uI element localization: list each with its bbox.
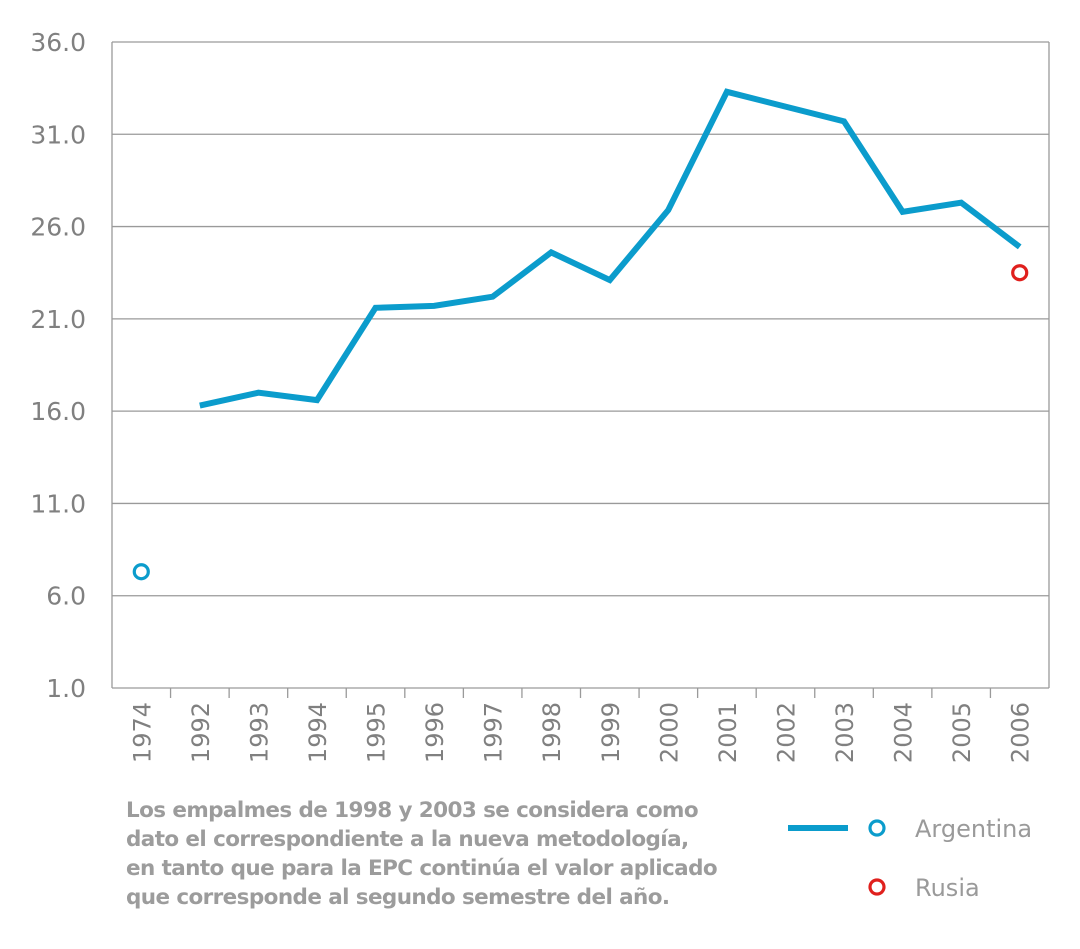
legend-marker <box>868 819 886 837</box>
y-tick-label: 16.0 <box>30 397 86 426</box>
y-tick-label: 31.0 <box>30 120 86 149</box>
series-line-argentina <box>199 88 1022 409</box>
y-tick-label: 26.0 <box>30 213 86 242</box>
note-line: dato el correspondiente a la nueva metod… <box>126 827 689 852</box>
note-line: que corresponde al segundo semestre del … <box>126 885 670 910</box>
x-tick-label: 1995 <box>363 702 391 763</box>
x-tick-label: 2004 <box>890 702 918 763</box>
y-axis-tick-labels: 36.0 31.0 26.0 21.0 16.0 11.0 6.0 1.0 <box>30 28 86 703</box>
x-tick-label: 2003 <box>831 702 859 763</box>
marker-rusia <box>1011 264 1029 282</box>
legend: Argentina Rusia <box>788 815 1032 902</box>
y-tick-label: 21.0 <box>30 305 86 334</box>
x-tick-label: 2002 <box>772 702 800 763</box>
methodology-note: Los empalmes de 1998 y 2003 se considera… <box>126 796 746 912</box>
y-tick-label: 36.0 <box>30 28 86 57</box>
x-tick-label: 1998 <box>538 702 566 763</box>
x-tick-label: 2000 <box>655 702 683 763</box>
y-tick-label: 1.0 <box>46 674 86 703</box>
note-line: en tanto que para la EPC continúa el val… <box>126 856 718 881</box>
marker-argentina <box>132 563 150 581</box>
x-tick-label: 2001 <box>714 702 742 763</box>
legend-label: Rusia <box>915 874 980 902</box>
x-tick-label: 1996 <box>421 702 449 763</box>
y-tick-label: 11.0 <box>30 489 86 518</box>
x-tick-label: 1994 <box>304 702 332 763</box>
x-tick-label: 1974 <box>128 702 156 763</box>
x-tick-label: 1997 <box>480 702 508 763</box>
x-tick-label: 2006 <box>1007 702 1035 763</box>
data-series <box>132 88 1029 581</box>
gridlines <box>111 41 1050 689</box>
x-tick-label: 2005 <box>948 702 976 763</box>
x-axis: 1974 1992 1993 1994 1995 1996 1997 1998 1999 2000… <box>128 688 1035 763</box>
x-tick-label: 1992 <box>187 702 215 763</box>
y-tick-label: 6.0 <box>46 582 86 611</box>
legend-marker <box>868 878 886 896</box>
x-tick-label: 1999 <box>597 702 625 763</box>
x-tick-label: 1993 <box>245 702 273 763</box>
legend-label: Argentina <box>915 815 1032 843</box>
note-line: Los empalmes de 1998 y 2003 se considera… <box>126 798 699 823</box>
